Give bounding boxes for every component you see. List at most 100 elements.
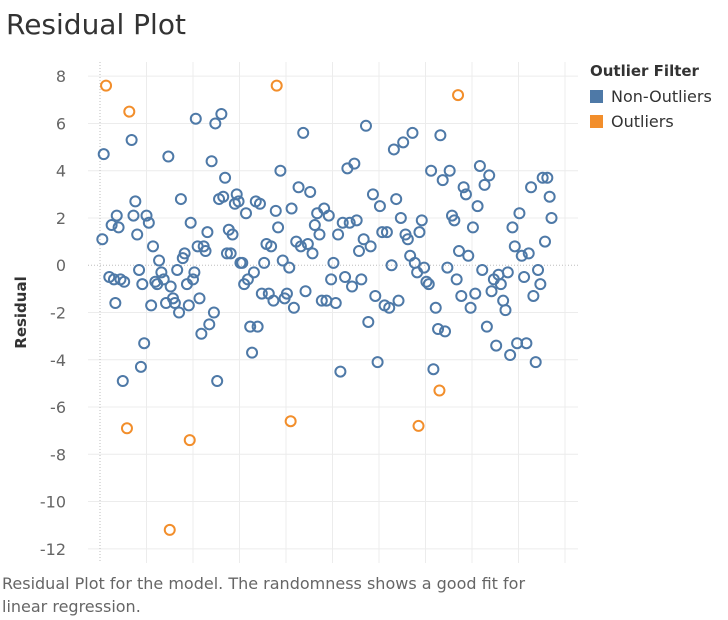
point-non-outliers[interactable] xyxy=(325,273,338,286)
point-non-outliers[interactable] xyxy=(392,294,405,307)
point-non-outliers[interactable] xyxy=(353,245,366,258)
point-non-outliers[interactable] xyxy=(155,266,168,279)
point-non-outliers[interactable] xyxy=(193,292,206,305)
point-outliers[interactable] xyxy=(433,384,446,397)
point-non-outliers[interactable] xyxy=(394,211,407,224)
point-outliers[interactable] xyxy=(270,79,283,92)
point-non-outliers[interactable] xyxy=(436,174,449,187)
point-non-outliers[interactable] xyxy=(140,209,153,222)
point-non-outliers[interactable] xyxy=(355,273,368,286)
point-non-outliers[interactable] xyxy=(236,256,249,269)
point-non-outliers[interactable] xyxy=(459,188,472,201)
point-non-outliers[interactable] xyxy=(203,318,216,331)
point-non-outliers[interactable] xyxy=(448,214,461,227)
point-non-outliers[interactable] xyxy=(112,221,125,234)
point-non-outliers[interactable] xyxy=(418,261,431,274)
point-non-outliers[interactable] xyxy=(138,337,151,350)
point-non-outliers[interactable] xyxy=(145,299,158,312)
point-non-outliers[interactable] xyxy=(195,327,208,340)
point-non-outliers[interactable] xyxy=(343,216,356,229)
point-non-outliers[interactable] xyxy=(422,278,435,291)
point-non-outliers[interactable] xyxy=(315,294,328,307)
point-non-outliers[interactable] xyxy=(534,278,547,291)
point-non-outliers[interactable] xyxy=(246,346,259,359)
point-non-outliers[interactable] xyxy=(476,263,489,276)
point-non-outliers[interactable] xyxy=(350,214,363,227)
point-non-outliers[interactable] xyxy=(136,278,149,291)
point-non-outliers[interactable] xyxy=(157,273,170,286)
point-non-outliers[interactable] xyxy=(518,271,531,284)
point-outliers[interactable] xyxy=(100,79,113,92)
point-outliers[interactable] xyxy=(452,89,465,102)
point-non-outliers[interactable] xyxy=(439,325,452,338)
point-non-outliers[interactable] xyxy=(189,112,202,125)
point-non-outliers[interactable] xyxy=(168,297,181,310)
point-non-outliers[interactable] xyxy=(373,200,386,213)
point-non-outliers[interactable] xyxy=(131,228,144,241)
point-non-outliers[interactable] xyxy=(272,221,285,234)
point-non-outliers[interactable] xyxy=(455,289,468,302)
point-non-outliers[interactable] xyxy=(443,164,456,177)
point-non-outliers[interactable] xyxy=(362,315,375,328)
point-non-outliers[interactable] xyxy=(297,126,310,139)
point-non-outliers[interactable] xyxy=(211,375,224,388)
point-non-outliers[interactable] xyxy=(452,245,465,258)
point-non-outliers[interactable] xyxy=(255,287,268,300)
point-non-outliers[interactable] xyxy=(201,226,214,239)
point-non-outliers[interactable] xyxy=(280,287,293,300)
point-non-outliers[interactable] xyxy=(287,301,300,314)
point-non-outliers[interactable] xyxy=(253,197,266,210)
point-non-outliers[interactable] xyxy=(247,266,260,279)
point-non-outliers[interactable] xyxy=(109,297,122,310)
point-non-outliers[interactable] xyxy=(199,245,212,258)
point-non-outliers[interactable] xyxy=(105,219,118,232)
point-non-outliers[interactable] xyxy=(497,294,510,307)
point-non-outliers[interactable] xyxy=(527,289,540,302)
point-non-outliers[interactable] xyxy=(469,287,482,300)
point-non-outliers[interactable] xyxy=(369,289,382,302)
point-non-outliers[interactable] xyxy=(380,226,393,239)
point-non-outliers[interactable] xyxy=(184,216,197,229)
point-non-outliers[interactable] xyxy=(332,228,345,241)
point-non-outliers[interactable] xyxy=(376,226,389,239)
point-non-outliers[interactable] xyxy=(432,323,445,336)
point-non-outliers[interactable] xyxy=(118,275,131,288)
point-non-outliers[interactable] xyxy=(276,254,289,267)
point-non-outliers[interactable] xyxy=(269,204,282,217)
point-non-outliers[interactable] xyxy=(327,256,340,269)
point-non-outliers[interactable] xyxy=(244,320,257,333)
point-non-outliers[interactable] xyxy=(149,275,162,288)
point-non-outliers[interactable] xyxy=(142,216,155,229)
point-non-outliers[interactable] xyxy=(406,126,419,139)
point-non-outliers[interactable] xyxy=(110,209,123,222)
point-non-outliers[interactable] xyxy=(164,280,177,293)
point-non-outliers[interactable] xyxy=(541,171,554,184)
point-non-outliers[interactable] xyxy=(457,181,470,194)
point-non-outliers[interactable] xyxy=(265,240,278,253)
point-non-outliers[interactable] xyxy=(251,320,264,333)
point-non-outliers[interactable] xyxy=(401,233,414,246)
point-non-outliers[interactable] xyxy=(134,360,147,373)
point-non-outliers[interactable] xyxy=(232,195,245,208)
point-non-outliers[interactable] xyxy=(96,233,109,246)
point-non-outliers[interactable] xyxy=(205,155,218,168)
point-non-outliers[interactable] xyxy=(220,247,233,260)
point-non-outliers[interactable] xyxy=(267,294,280,307)
point-outliers[interactable] xyxy=(123,105,136,118)
point-non-outliers[interactable] xyxy=(501,266,514,279)
point-non-outliers[interactable] xyxy=(462,249,475,262)
point-non-outliers[interactable] xyxy=(336,216,349,229)
point-non-outliers[interactable] xyxy=(397,136,410,149)
point-non-outliers[interactable] xyxy=(304,185,317,198)
point-non-outliers[interactable] xyxy=(306,247,319,260)
point-non-outliers[interactable] xyxy=(301,237,314,250)
point-non-outliers[interactable] xyxy=(529,356,542,369)
point-non-outliers[interactable] xyxy=(217,190,230,203)
point-non-outliers[interactable] xyxy=(283,261,296,274)
legend-item-non-outliers[interactable]: Non-Outliers xyxy=(590,84,712,109)
point-non-outliers[interactable] xyxy=(346,280,359,293)
point-non-outliers[interactable] xyxy=(207,306,220,319)
point-non-outliers[interactable] xyxy=(415,214,428,227)
point-non-outliers[interactable] xyxy=(506,221,519,234)
point-non-outliers[interactable] xyxy=(543,190,556,203)
